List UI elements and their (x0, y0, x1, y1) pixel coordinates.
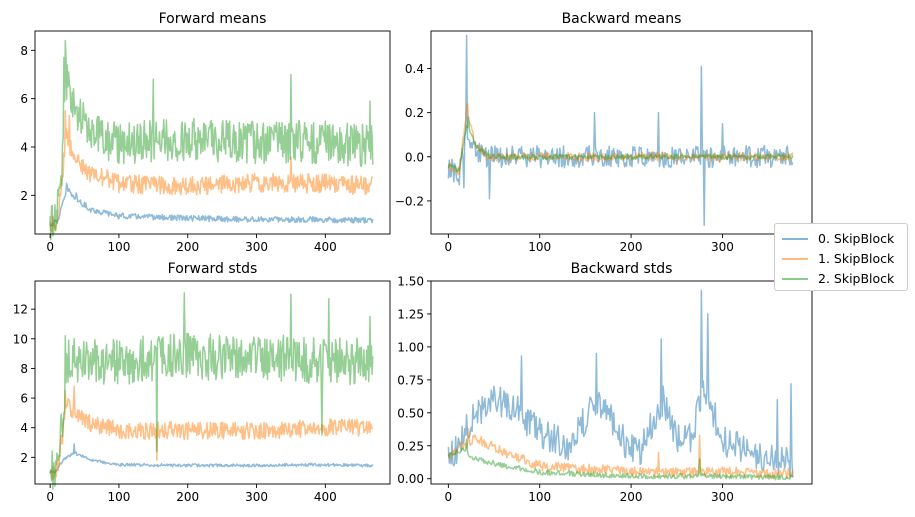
x-tick-label-3-3: 300 (711, 490, 734, 504)
y-tick-label-2-1: 4 (20, 421, 28, 435)
legend-swatch-2 (782, 278, 808, 280)
legend-label-0: 0. SkipBlock (818, 231, 895, 246)
y-tick-label-0-1: 4 (20, 141, 28, 155)
y-tick-label-2-5: 12 (13, 303, 28, 317)
series-line-1-1 (447, 103, 794, 176)
series-line-1-0 (447, 34, 794, 226)
legend-entry-0: 0. SkipBlock (775, 229, 909, 249)
y-tick-label-3-1: 0.25 (397, 439, 424, 453)
series-line-0-0 (49, 182, 374, 227)
x-tick-label-2-2: 200 (176, 490, 199, 504)
subplot-2: Forward stds 0 100 200 300 400 2 4 6 8 10 12 (13, 261, 391, 504)
series-line-2-1 (49, 385, 374, 481)
y-tick-label-1-2: 0.2 (405, 106, 424, 120)
y-tick-label-3-2: 0.50 (397, 406, 424, 420)
x-tick-label-0-3: 300 (245, 240, 268, 254)
y-tick-label-1-0: −0.2 (395, 194, 424, 208)
y-tick-label-2-2: 6 (20, 392, 28, 406)
x-tick-label-2-4: 400 (314, 490, 337, 504)
subplot-3: Backward stds 0 100 200 300 0.00 0.25 0.50 0.75 1… (397, 261, 813, 504)
x-tick-label-0-1: 100 (107, 240, 130, 254)
x-tick-label-3-2: 200 (620, 490, 643, 504)
subplot-title-1: Backward means (562, 11, 682, 27)
series-line-3-0 (447, 289, 794, 479)
legend: 0. SkipBlock 1. SkipBlock 2. SkipBlock (774, 223, 908, 291)
legend-entry-1: 1. SkipBlock (775, 249, 909, 269)
series-line-2-0 (49, 443, 374, 474)
x-tick-label-1-3: 300 (711, 240, 734, 254)
y-tick-label-0-3: 8 (20, 44, 28, 58)
y-tick-label-2-0: 2 (20, 451, 28, 465)
x-tick-label-3-1: 100 (528, 490, 551, 504)
y-tick-label-1-3: 0.4 (405, 62, 424, 76)
axes-frame-3 (430, 280, 813, 485)
subplot-0: Forward means 0 100 200 300 400 2 4 6 8 (20, 11, 391, 254)
y-tick-label-3-3: 0.75 (397, 373, 424, 387)
subplot-title-3: Backward stds (571, 261, 673, 277)
x-tick-label-1-1: 100 (528, 240, 551, 254)
x-tick-label-2-0: 0 (46, 490, 54, 504)
y-tick-label-3-5: 1.25 (397, 307, 424, 321)
series-line-0-1 (49, 110, 374, 233)
x-tick-label-2-1: 100 (107, 490, 130, 504)
x-tick-label-3-0: 0 (445, 490, 453, 504)
series-line-1-2 (447, 116, 794, 173)
series-line-2-2 (49, 292, 374, 490)
x-tick-label-0-4: 400 (314, 240, 337, 254)
axes-frame-1 (430, 30, 813, 235)
y-tick-label-1-1: 0.0 (405, 150, 424, 164)
legend-label-2: 2. SkipBlock (818, 271, 895, 286)
legend-entry-2: 2. SkipBlock (775, 269, 909, 289)
x-tick-label-2-3: 300 (245, 490, 268, 504)
x-tick-label-0-0: 0 (46, 240, 54, 254)
legend-swatch-0 (782, 238, 808, 240)
y-tick-label-0-0: 2 (20, 189, 28, 203)
x-tick-label-0-2: 200 (176, 240, 199, 254)
subplot-title-0: Forward means (159, 11, 267, 27)
series-line-0-2 (49, 39, 374, 241)
y-tick-label-2-4: 10 (13, 332, 28, 346)
series-line-3-1 (447, 427, 794, 479)
x-tick-label-1-2: 200 (620, 240, 643, 254)
series-line-3-2 (447, 438, 794, 481)
legend-swatch-1 (782, 258, 808, 260)
axes-frame-2 (34, 280, 391, 485)
subplot-1: Backward means 0 100 200 300 −0.2 0.0 0.2 0.4 (395, 11, 813, 254)
subplot-title-2: Forward stds (168, 261, 258, 277)
legend-label-1: 1. SkipBlock (818, 251, 895, 266)
y-tick-label-3-6: 1.50 (397, 275, 424, 289)
y-tick-label-3-4: 1.00 (397, 340, 424, 354)
y-tick-label-2-3: 8 (20, 362, 28, 376)
y-tick-label-0-2: 6 (20, 92, 28, 106)
axes-frame-0 (34, 30, 391, 235)
y-tick-label-3-0: 0.00 (397, 472, 424, 486)
x-tick-label-1-0: 0 (445, 240, 453, 254)
